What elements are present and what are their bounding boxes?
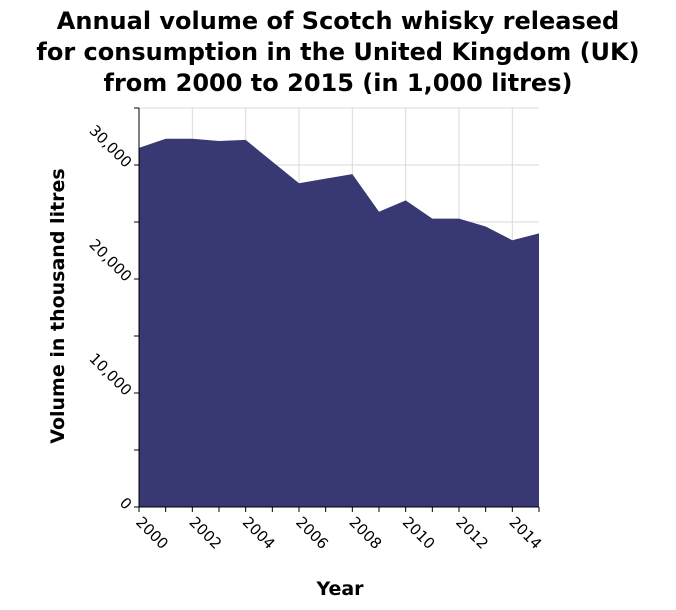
series-layer (139, 138, 539, 507)
chart-title-line-1: Annual volume of Scotch whisky released (56, 7, 620, 35)
x-tick-label: 2008 (346, 513, 386, 553)
y-tick-label: 20,000 (86, 236, 136, 286)
x-tick-label: 2014 (506, 513, 546, 553)
chart-title-line-3: from 2000 to 2015 (in 1,000 litres) (103, 69, 573, 97)
x-tick-label: 2002 (186, 513, 226, 553)
x-tick-label: 2012 (452, 513, 492, 553)
y-tick-label: 0 (116, 494, 135, 513)
x-axis-label: Year (315, 578, 364, 600)
x-tick-label: 2000 (132, 513, 172, 553)
y-axis-label: Volume in thousand litres (47, 168, 69, 443)
x-tick-label: 2006 (292, 513, 332, 553)
volume-area (139, 138, 539, 507)
chart-title: Annual volume of Scotch whisky released … (0, 6, 676, 99)
chart-title-line-2: for consumption in the United Kingdom (U… (36, 38, 640, 66)
x-tick-label: 2004 (239, 513, 279, 553)
x-tick-label: 2010 (399, 513, 439, 553)
y-tick-label: 10,000 (86, 350, 136, 400)
y-tick-label: 30,000 (86, 122, 136, 172)
